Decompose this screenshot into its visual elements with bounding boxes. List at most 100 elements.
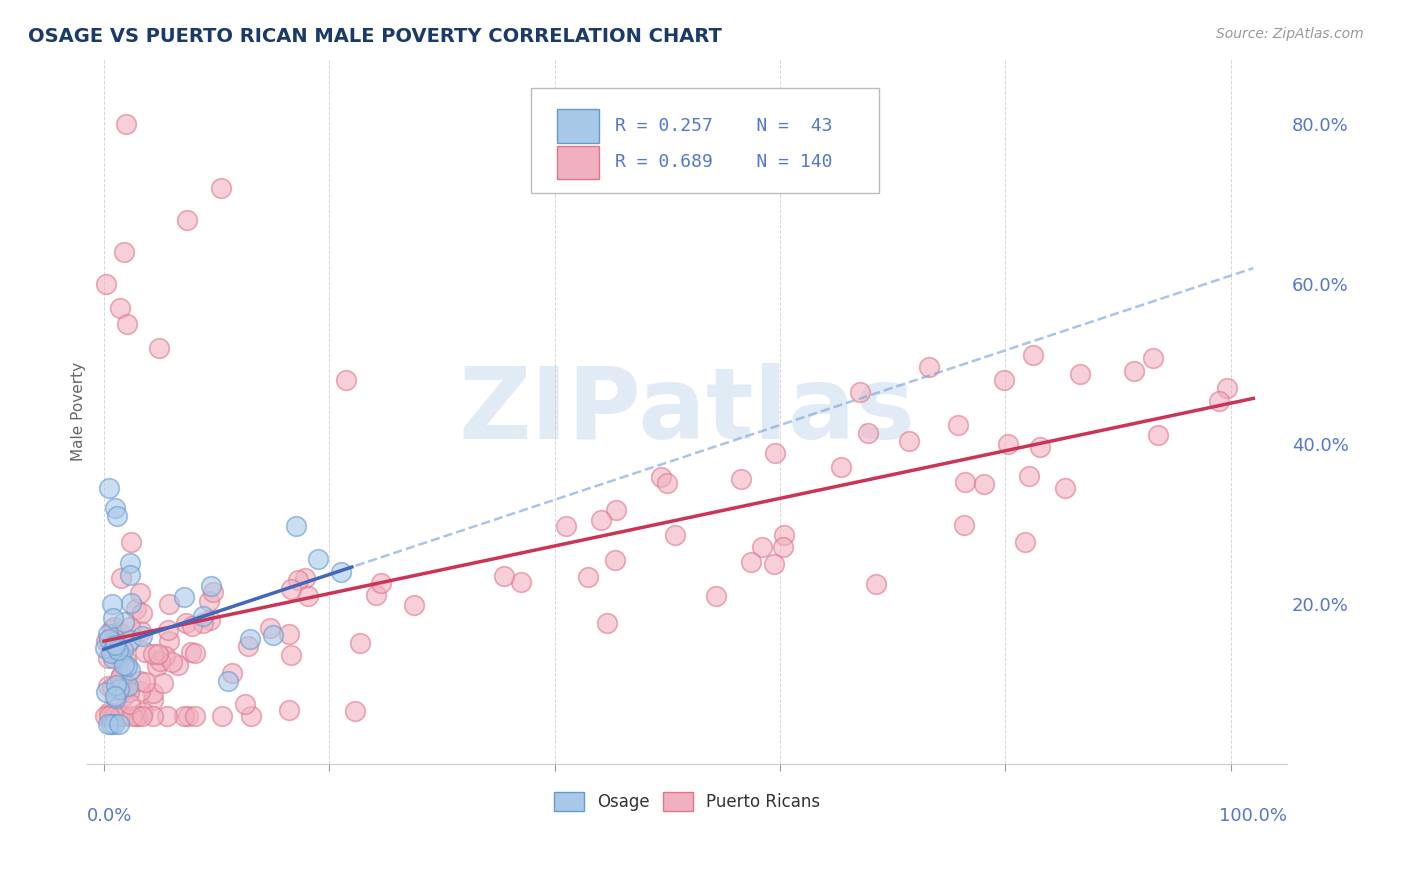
Point [555, 519, 578, 533]
Point [132, 706, 155, 720]
Bar [557, 109, 599, 143]
Point [294, 571, 316, 585]
Point [349, 636, 371, 650]
Point [108, 650, 131, 665]
Point [104, 677, 127, 691]
Point [997, 437, 1019, 451]
Point [773, 527, 796, 541]
Point [589, 513, 612, 527]
Point [1123, 363, 1146, 377]
Point [329, 565, 352, 579]
Point [730, 471, 752, 485]
Point [402, 598, 425, 612]
Point [118, 697, 141, 711]
Point [596, 616, 619, 631]
Point [101, 597, 124, 611]
Point [100, 717, 122, 731]
Point [236, 640, 259, 654]
Point [510, 575, 533, 590]
Point [197, 594, 219, 608]
Point [120, 596, 142, 610]
Point [131, 606, 153, 620]
Point [287, 573, 309, 587]
Point [153, 648, 176, 663]
Point [120, 556, 142, 570]
Point [173, 591, 195, 605]
Point [104, 638, 127, 652]
Point [201, 584, 224, 599]
Point [152, 676, 174, 690]
Point [364, 588, 387, 602]
Point [917, 359, 939, 374]
Point [111, 671, 134, 685]
Point [98, 709, 121, 723]
Point [180, 618, 202, 632]
Point [112, 709, 135, 723]
Point [105, 509, 128, 524]
Point [101, 650, 124, 665]
Point [105, 648, 128, 662]
Point [284, 519, 307, 533]
Point [101, 706, 124, 721]
Point [200, 579, 222, 593]
Point [209, 180, 232, 194]
Point [110, 301, 132, 315]
Point [101, 681, 124, 695]
Point [94, 640, 117, 655]
Point [96, 633, 118, 648]
Point [865, 577, 887, 591]
Point [142, 647, 165, 661]
Point [101, 622, 124, 636]
Point [953, 475, 976, 489]
Point [146, 659, 169, 673]
Point [157, 597, 180, 611]
Point [1018, 468, 1040, 483]
Point [183, 646, 205, 660]
Point [343, 704, 366, 718]
Point [307, 551, 329, 566]
Point [127, 709, 149, 723]
Point [763, 446, 786, 460]
Point [120, 534, 142, 549]
Point [115, 637, 138, 651]
Point [103, 634, 125, 648]
Point [97, 626, 120, 640]
Point [993, 373, 1015, 387]
Point [655, 475, 678, 490]
Point [142, 709, 165, 723]
Point [1069, 367, 1091, 381]
Point [120, 620, 142, 634]
Point [110, 571, 132, 585]
Point [176, 212, 198, 227]
Point [112, 657, 135, 672]
Point [115, 681, 138, 695]
Point [605, 502, 627, 516]
Point [112, 643, 135, 657]
Point [98, 705, 121, 719]
Point [118, 568, 141, 582]
Point [157, 624, 180, 638]
Point [856, 425, 879, 440]
Point [97, 650, 120, 665]
Point [134, 675, 156, 690]
Point [603, 553, 626, 567]
Point [111, 682, 134, 697]
Point [108, 717, 131, 731]
Point [191, 609, 214, 624]
Point [107, 643, 129, 657]
Point [763, 557, 786, 571]
Point [576, 569, 599, 583]
Point [131, 629, 153, 643]
Point [740, 555, 762, 569]
Point [664, 528, 686, 542]
Text: ZIPatlas: ZIPatlas [458, 363, 915, 460]
Point [335, 373, 357, 387]
Point [101, 611, 124, 625]
Point [1147, 428, 1170, 442]
Point [103, 709, 125, 723]
Point [118, 663, 141, 677]
Text: R = 0.257    N =  43: R = 0.257 N = 43 [614, 117, 832, 135]
Point [112, 244, 135, 259]
Point [97, 717, 120, 731]
Point [262, 627, 284, 641]
